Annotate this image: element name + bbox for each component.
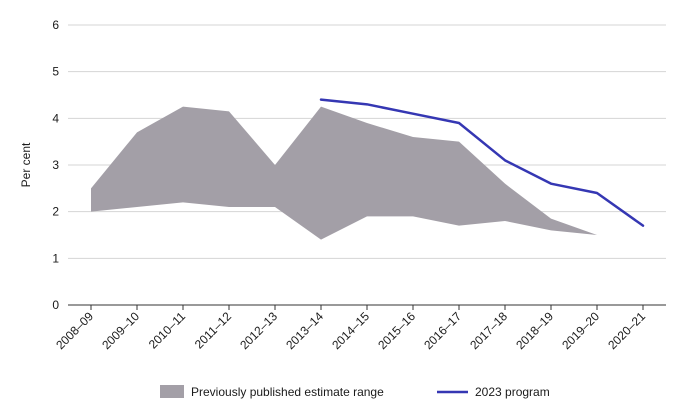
x-tick-label: 2019–20: [559, 309, 602, 352]
range-area-shape: [91, 106, 597, 240]
x-tick-label: 2009–10: [99, 309, 142, 352]
y-tick-label: 5: [52, 65, 59, 79]
x-tick-label: 2017–18: [467, 309, 510, 352]
series-line: [319, 98, 645, 227]
legend-label-range: Previously published estimate range: [191, 385, 384, 399]
legend: Previously published estimate range 2023…: [160, 385, 550, 399]
y-tick-label: 0: [52, 298, 59, 312]
x-tick-label: 2012–13: [237, 309, 280, 352]
legend-label-line: 2023 program: [475, 385, 550, 399]
x-tick-label: 2018–19: [513, 309, 556, 352]
legend-swatch-range: [160, 385, 184, 398]
x-tick-labels: 2008–09 2009–10 2010–11 2011–12 2012–13 2013–…: [53, 305, 648, 352]
y-tick-labels: 0 1 2 3 4 5 6: [52, 18, 59, 312]
x-tick-label: 2015–16: [375, 309, 418, 352]
x-tick-label: 2010–11: [146, 309, 189, 352]
y-axis-label: Per cent: [19, 142, 33, 187]
x-tick-label: 2008–09: [53, 309, 96, 352]
y-tick-label: 2: [52, 205, 59, 219]
x-tick-label: 2016–17: [421, 309, 464, 352]
x-tick-label: 2013–14: [283, 309, 326, 352]
range-area: [91, 106, 597, 240]
y-tick-label: 4: [52, 111, 59, 125]
x-tick-label: 2014–15: [329, 309, 372, 352]
y-tick-label: 1: [52, 251, 59, 265]
x-tick-label: 2011–12: [192, 309, 235, 352]
line-2023-program: [319, 98, 645, 227]
y-tick-label: 6: [52, 18, 59, 32]
x-tick-label: 2020–21: [605, 309, 648, 352]
y-tick-label: 3: [52, 158, 59, 172]
